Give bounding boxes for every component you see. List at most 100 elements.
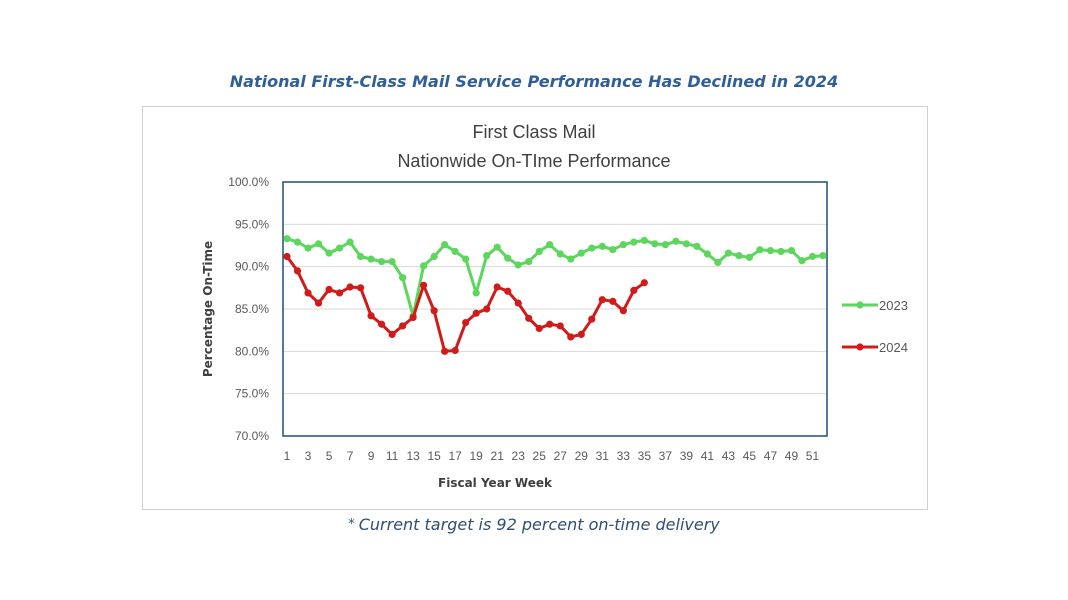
x-tick-label: 43 (722, 449, 736, 463)
data-point-2024 (462, 318, 470, 327)
data-point-2023 (714, 258, 722, 267)
data-point-2023 (777, 247, 785, 256)
legend-entry-2023: 2023 (842, 298, 908, 313)
data-point-2024 (293, 267, 302, 275)
data-point-2023 (703, 250, 711, 258)
x-tick-label: 19 (469, 449, 483, 463)
x-tick-label: 3 (305, 449, 312, 463)
data-point-2024 (335, 289, 344, 297)
x-tick-label: 45 (743, 449, 757, 463)
footnote-asterisk: * (348, 517, 355, 532)
data-point-2023 (808, 252, 817, 261)
data-point-2023 (493, 243, 501, 251)
data-point-2023 (640, 236, 648, 245)
data-point-2023 (441, 241, 449, 249)
x-tick-label: 33 (617, 449, 631, 463)
data-point-2024 (598, 296, 606, 304)
data-point-2024 (483, 305, 491, 313)
x-tick-label: 51 (806, 449, 820, 463)
plot-area-border (282, 181, 828, 437)
x-tick-label: 31 (596, 449, 610, 463)
x-tick-label: 39 (680, 449, 694, 463)
data-point-2024 (535, 324, 543, 333)
chart-title-line1: First Class Mail (472, 122, 595, 142)
x-tick-label: 25 (533, 449, 547, 463)
x-tick-label: 35 (638, 449, 652, 463)
x-tick-label: 47 (764, 449, 778, 463)
data-point-2023 (504, 254, 512, 262)
data-point-2023 (314, 240, 323, 248)
legend-label-2024: 2024 (879, 340, 908, 355)
data-point-2023 (283, 235, 291, 243)
data-point-2024 (377, 320, 386, 328)
data-point-2024 (356, 284, 365, 292)
x-tick-label: 15 (427, 449, 441, 463)
data-point-2023 (787, 246, 796, 255)
legend-label-2023: 2023 (879, 298, 908, 313)
x-tick-label: 27 (554, 449, 568, 463)
data-point-2024 (609, 297, 617, 305)
x-tick-label: 9 (368, 449, 375, 463)
data-point-2024 (283, 252, 291, 261)
data-point-2023 (377, 257, 386, 266)
data-point-2024 (556, 322, 564, 330)
y-tick-label: 75.0% (235, 387, 269, 401)
footnote-text: Current target is 92 percent on-time del… (358, 515, 720, 534)
data-point-2023 (745, 253, 754, 261)
data-point-2023 (724, 249, 733, 257)
data-point-2023 (367, 255, 375, 263)
y-tick-label: 85.0% (235, 302, 269, 316)
data-point-2024 (546, 320, 554, 328)
x-tick-label: 29 (575, 449, 589, 463)
data-point-2023 (556, 250, 564, 258)
y-axis-label: Percentage On-Time (201, 241, 215, 377)
data-point-2023 (630, 238, 638, 246)
data-point-2023 (525, 257, 533, 266)
data-point-2023 (735, 252, 743, 260)
data-point-2023 (577, 249, 585, 257)
data-point-2024 (525, 314, 533, 322)
data-point-2024 (441, 347, 449, 355)
data-point-2023 (472, 289, 480, 297)
data-point-2023 (325, 249, 333, 257)
data-point-2024 (409, 313, 417, 322)
data-point-2024 (588, 315, 596, 323)
legend-marker-2024 (856, 343, 864, 351)
x-tick-label: 13 (406, 449, 420, 463)
data-point-2024 (399, 322, 407, 330)
data-point-2024 (451, 346, 459, 355)
data-point-2023 (598, 242, 606, 250)
x-tick-label: 11 (386, 449, 399, 463)
data-point-2024 (640, 279, 648, 287)
y-tick-label: 100.0% (228, 175, 269, 189)
data-point-2023 (661, 241, 669, 249)
data-point-2024 (388, 330, 396, 338)
data-point-2023 (462, 255, 470, 263)
data-point-2023 (304, 244, 312, 252)
y-tick-label: 95.0% (235, 217, 269, 231)
series-line-2023 (286, 237, 824, 318)
data-point-2023 (756, 246, 764, 254)
data-point-2024 (630, 286, 638, 294)
data-point-2023 (451, 247, 459, 256)
data-point-2023 (651, 240, 659, 248)
data-point-2024 (325, 285, 333, 294)
x-tick-label: 1 (284, 449, 291, 463)
chart-panel (142, 106, 928, 510)
data-point-2024 (567, 333, 575, 341)
data-point-2024 (420, 281, 428, 289)
data-point-2024 (304, 289, 312, 297)
x-tick-label: 17 (448, 449, 462, 463)
x-tick-label: 7 (347, 449, 354, 463)
y-tick-label: 80.0% (235, 344, 269, 358)
data-point-2023 (798, 257, 806, 265)
data-point-2024 (314, 299, 323, 307)
data-point-2023 (766, 246, 775, 255)
data-point-2024 (504, 287, 512, 295)
y-tick-label: 70.0% (235, 429, 269, 443)
data-point-2023 (388, 257, 396, 266)
x-tick-label: 5 (326, 449, 333, 463)
x-tick-label: 49 (785, 449, 799, 463)
data-point-2023 (356, 252, 365, 261)
